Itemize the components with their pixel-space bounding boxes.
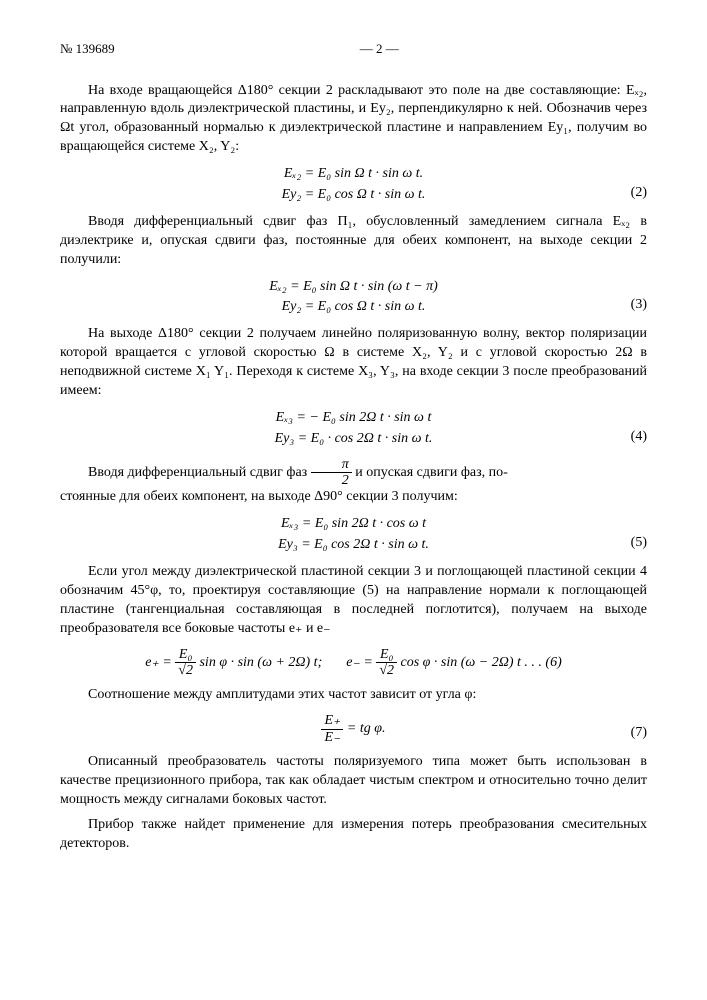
equation-2b: Ey₂ = E₀ cos Ω t · sin ω t.: [60, 186, 647, 205]
equation-7: E₊E₋ = tg φ. (7): [60, 713, 647, 745]
fraction-pi-over-2: π2: [311, 457, 352, 489]
equation-5a: Eₓ₃ = E₀ sin 2Ω t · cos ω t: [60, 515, 647, 534]
paragraph-7: Описанный преобразователь частоты поляри…: [60, 753, 647, 810]
equation-2: Eₓ₂ = E₀ sin Ω t · sin ω t. Ey₂ = E₀ cos…: [60, 165, 647, 205]
equation-6b: e₋ = E₀√2 cos φ · sin (ω − 2Ω) t . . . (…: [346, 647, 562, 679]
paragraph-4-line1: Вводя дифференциальный сдвиг фаз π2 и оп…: [60, 457, 647, 489]
equation-3-number: (3): [631, 296, 647, 315]
equation-4a: Eₓ₃ = − E₀ sin 2Ω t · sin ω t: [60, 409, 647, 428]
equation-2a: Eₓ₂ = E₀ sin Ω t · sin ω t.: [60, 165, 647, 184]
document-number: № 139689: [60, 40, 115, 58]
equation-7-number: (7): [631, 724, 647, 743]
paragraph-6: Соотношение между амплитудами этих часто…: [60, 686, 647, 705]
equation-5: Eₓ₃ = E₀ sin 2Ω t · cos ω t Ey₃ = E₀ cos…: [60, 515, 647, 555]
paragraph-4-line2: стоянные для обеих компонент, на выходе …: [60, 488, 647, 507]
equation-4: Eₓ₃ = − E₀ sin 2Ω t · sin ω t Ey₃ = E₀ ·…: [60, 409, 647, 449]
equation-5-number: (5): [631, 534, 647, 553]
paragraph-3: На выходе Δ180° секции 2 получаем линейн…: [60, 325, 647, 401]
equation-6: e₊ = E₀√2 sin φ · sin (ω + 2Ω) t; e₋ = E…: [60, 647, 647, 679]
equation-3: Eₓ₂ = E₀ sin Ω t · sin (ω t − π) Ey₂ = E…: [60, 278, 647, 318]
equation-7-body: E₊E₋ = tg φ.: [321, 721, 385, 736]
equation-4b: Ey₃ = E₀ · cos 2Ω t · sin ω t.: [60, 430, 647, 449]
equation-3b: Ey₂ = E₀ cos Ω t · sin ω t.: [60, 298, 647, 317]
paragraph-2: Вводя дифференциальный сдвиг фаз П₁, обу…: [60, 213, 647, 270]
equation-6a: e₊ = E₀√2 sin φ · sin (ω + 2Ω) t;: [145, 647, 322, 679]
paragraph-1: На входе вращающейся Δ180° секции 2 раск…: [60, 82, 647, 158]
equation-3a: Eₓ₂ = E₀ sin Ω t · sin (ω t − π): [60, 278, 647, 297]
page-number: — 2 —: [115, 40, 644, 58]
equation-2-number: (2): [631, 184, 647, 203]
equation-4-number: (4): [631, 428, 647, 447]
paragraph-5: Если угол между диэлектрической пластино…: [60, 563, 647, 639]
page-header: № 139689 — 2 — .: [60, 40, 647, 58]
equation-5b: Ey₃ = E₀ cos 2Ω t · sin ω t.: [60, 536, 647, 555]
paragraph-8: Прибор также найдет применение для измер…: [60, 816, 647, 854]
